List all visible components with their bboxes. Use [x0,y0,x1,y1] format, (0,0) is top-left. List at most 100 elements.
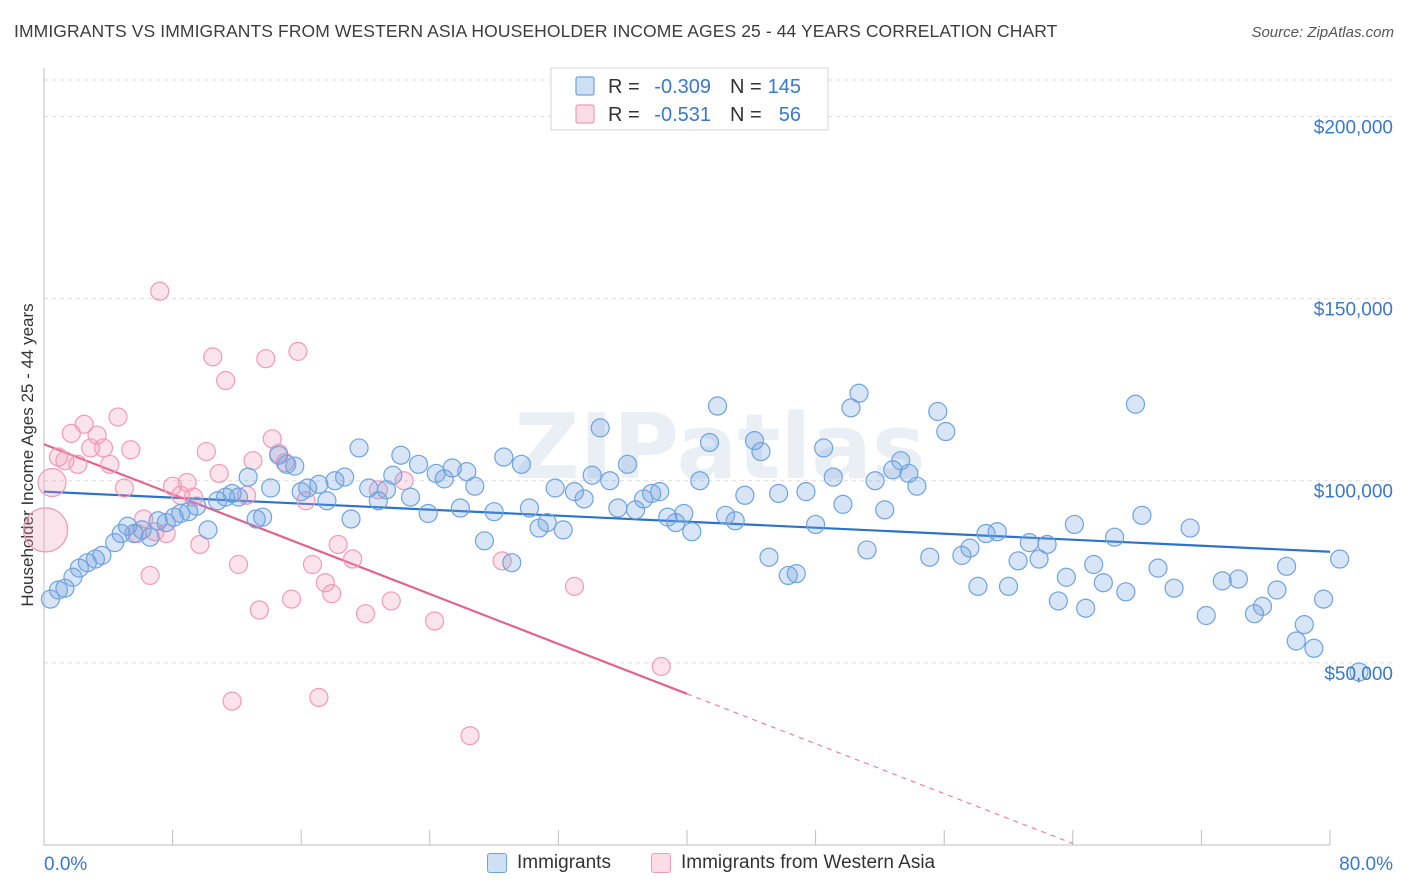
point-immigrants [117,516,138,536]
point-immigrants [48,580,69,600]
point-immigrants [699,432,720,453]
point-immigrants [246,509,266,529]
point-immigrants [833,494,853,514]
point-immigrants [725,511,745,531]
point-immigrants [617,454,638,474]
bottom-legend: Immigrants Immigrants from Western Asia [0,852,1406,878]
point-immigrants [484,502,504,522]
point-immigrants [164,507,184,527]
legend-item-western-asia: Immigrants from Western Asia [651,852,935,874]
legend-n-value: 56 [779,104,801,126]
point-immigrants [690,471,710,491]
data-points [23,281,1369,746]
point-immigrants [383,465,403,485]
point-western-asia [492,551,512,571]
point-immigrants [408,454,429,474]
point-western-asia [222,691,242,711]
point-immigrants [1286,631,1306,651]
point-immigrants [642,483,662,504]
point-immigrants [968,576,988,596]
point-western-asia [48,447,69,467]
legend-swatch [575,76,595,96]
point-western-asia [216,370,236,391]
x-tick-label: 0.0% [44,854,87,875]
point-western-asia [281,589,302,609]
point-western-asia [203,347,223,367]
point-immigrants [285,456,305,476]
point-western-asia [309,687,329,708]
point-immigrants [805,514,826,535]
point-western-asia [249,600,270,620]
point-immigrants [474,531,495,551]
y-tick-label: $100,000 [1314,482,1393,503]
point-immigrants [960,538,980,558]
point-immigrants [796,482,816,502]
point-immigrants [228,487,249,507]
point-immigrants [875,500,895,520]
point-immigrants [1093,573,1113,593]
legend-n-label: N = [730,76,762,98]
point-immigrants [1196,605,1216,626]
point-immigrants [1212,571,1232,591]
legend-n-label: N = [730,104,762,126]
point-western-asia [256,349,276,369]
legend-r-value: -0.531 [654,104,711,126]
point-immigrants [1148,558,1168,578]
point-western-asia [196,441,216,462]
point-immigrants [1349,662,1369,682]
point-immigrants [1064,514,1085,535]
point-immigrants [341,509,361,529]
legend-n-value: 145 [768,76,801,98]
point-immigrants [600,471,620,491]
point-immigrants [368,491,388,511]
point-immigrants [674,503,694,524]
legend-swatch [575,104,595,124]
point-immigrants [140,527,160,547]
point-immigrants [823,467,843,487]
point-western-asia [564,576,585,596]
point-immigrants [987,522,1007,542]
point-immigrants [519,498,540,518]
point-western-asia [93,438,114,458]
point-immigrants [735,485,755,505]
point-immigrants [511,454,532,474]
point-immigrants [1267,580,1287,600]
watermark: ZIPatlas [514,395,925,500]
point-immigrants [553,520,573,540]
point-immigrants [1008,551,1028,571]
point-immigrants [814,438,834,458]
y-tick-label: $150,000 [1314,300,1393,321]
point-immigrants [537,513,557,533]
point-immigrants [418,503,438,524]
point-immigrants [849,383,869,403]
point-immigrants [1056,567,1076,587]
point-immigrants [349,438,369,458]
point-immigrants [1304,638,1324,658]
point-western-asia [140,565,160,586]
legend-item-immigrants: Immigrants [487,852,611,874]
point-immigrants [55,578,75,598]
point-western-asia [288,341,308,361]
point-immigrants [391,445,411,465]
point-immigrants [148,511,168,531]
point-immigrants [751,441,771,462]
point-western-asia [190,534,210,555]
point-immigrants [920,547,940,567]
point-immigrants [132,520,152,540]
point-immigrants [857,540,877,560]
point-immigrants [707,396,728,416]
point-immigrants [936,421,956,442]
point-immigrants [841,398,861,418]
point-western-asia [150,281,170,301]
point-immigrants [545,478,565,498]
legend-r-label: R = [608,104,640,126]
point-immigrants [1019,533,1039,553]
point-immigrants [608,498,628,518]
point-immigrants [1076,598,1096,618]
point-immigrants [92,545,112,565]
point-immigrants [1313,589,1334,609]
point-immigrants [1330,549,1350,569]
point-immigrants [450,498,470,518]
point-immigrants [650,482,670,502]
point-western-asia [460,726,480,746]
